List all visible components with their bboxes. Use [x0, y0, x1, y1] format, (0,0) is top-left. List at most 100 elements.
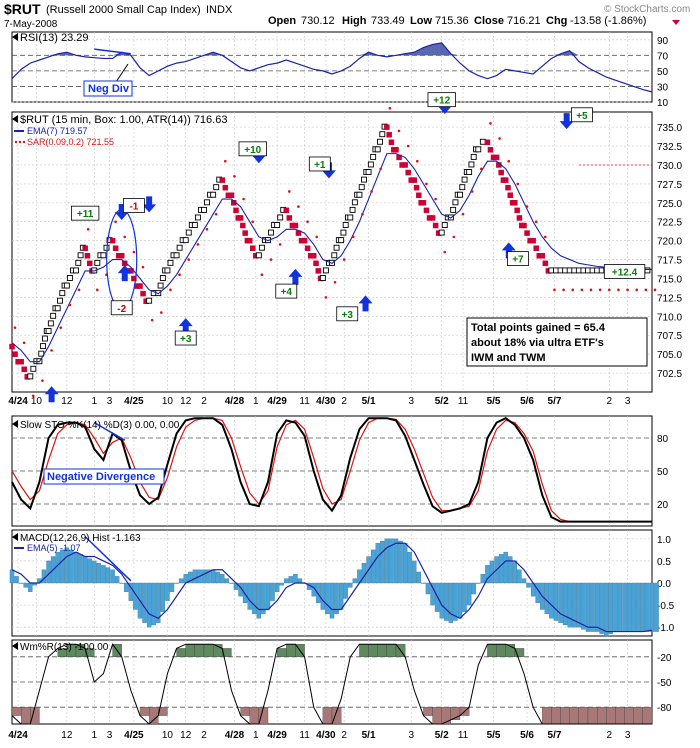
sar-dot	[543, 235, 547, 239]
wm-oversold-fill	[560, 707, 570, 725]
pf-x-box	[30, 365, 37, 372]
sar-dot	[287, 190, 291, 193]
macd-ytick-label: 0.5	[657, 557, 671, 568]
up-arrow-icon	[44, 386, 59, 403]
wm-oversold-fill	[331, 707, 342, 725]
macd-hist-bar	[247, 582, 252, 610]
macd-hist-bar	[599, 582, 604, 634]
pf-o-box	[423, 207, 430, 214]
price-ytick-label: 702.5	[657, 369, 682, 380]
x-tick-label: 3	[107, 730, 113, 741]
pf-o-box	[84, 253, 91, 259]
williams-ytick-label: -80	[657, 703, 672, 714]
arrow-left-icon	[12, 642, 18, 650]
pf-x-box	[268, 229, 274, 236]
pf-x-box	[94, 259, 101, 266]
macd-hist-bar	[471, 582, 476, 595]
pf-o-box	[432, 222, 439, 229]
x-tick-label: 5/6	[520, 730, 534, 741]
pf-x-box	[374, 146, 381, 153]
macd-hist-bar	[375, 543, 380, 584]
pf-o-box	[416, 192, 422, 198]
sar-dot	[50, 349, 53, 352]
sar-dot	[617, 288, 620, 292]
wm-overbought-fill	[276, 648, 287, 657]
macd-hist-bar	[9, 569, 15, 584]
macd-hist-bar	[105, 567, 111, 584]
sar-dot	[653, 288, 657, 292]
neg-div-pointer	[115, 63, 129, 83]
macd-hist-bar	[590, 582, 595, 632]
sar-dot	[13, 326, 17, 329]
wm-oversold-fill	[542, 707, 552, 725]
pf-x-box	[210, 191, 217, 198]
macd-hist-bar	[188, 571, 193, 584]
sar-legend-text: SAR(0.09,0.2) 721.55	[27, 137, 114, 147]
pf-o-box	[222, 184, 229, 191]
macd-hist-bar	[485, 565, 490, 584]
macd-hist-bar	[224, 578, 230, 584]
x-tick-label: 4/24	[8, 730, 28, 741]
x-tick-label: 11	[458, 730, 469, 741]
macd-hist-bar	[142, 582, 147, 623]
pf-x-box	[333, 244, 340, 251]
pf-o-box	[131, 275, 137, 282]
pf-o-box	[283, 207, 290, 214]
pf-x-box	[47, 320, 54, 327]
sar-dot	[470, 190, 474, 193]
rsi-line	[11, 42, 653, 93]
arrow-left-icon	[12, 115, 18, 123]
macd-ytick-label: -1.0	[657, 623, 675, 634]
wm-overbought-fill	[222, 648, 232, 657]
sar-dot	[31, 394, 35, 398]
ema-legend-text: EMA(7) 719.57	[27, 126, 88, 136]
sar-dot	[425, 182, 428, 186]
pf-o-box	[219, 177, 226, 183]
wm-overbought-fill	[496, 644, 506, 657]
pf-o-box	[420, 200, 427, 206]
price-ytick-label: 730.0	[657, 161, 682, 172]
x-tick-label: 3	[408, 396, 414, 407]
macd-hist-bar	[549, 582, 554, 619]
pf-o-box	[137, 283, 143, 289]
open-value: 730.12	[301, 15, 335, 27]
macd-hist-bar	[293, 574, 298, 584]
pf-x-box	[50, 312, 57, 319]
pf-o-box	[429, 215, 436, 221]
wm-oversold-fill	[30, 707, 40, 725]
pf-x-box	[204, 199, 210, 206]
macd-ema-legend-text: EMA(5) -1.07	[27, 543, 81, 553]
x-tick-label: 4/29	[267, 730, 287, 741]
sar-dot	[269, 258, 273, 261]
x-tick-label: 1	[253, 730, 259, 741]
wm-oversold-fill	[139, 707, 150, 716]
macd-hist-bar	[60, 549, 65, 584]
pf-x-box	[342, 222, 349, 228]
sto-d-line	[11, 417, 652, 523]
wm-overbought-fill	[514, 648, 525, 657]
macd-hist-bar	[412, 560, 417, 584]
pf-x-box	[361, 176, 367, 183]
pf-o-box	[301, 237, 308, 244]
macd-hist-bar	[156, 582, 161, 623]
pf-x-box	[452, 199, 459, 206]
pf-x-box	[322, 267, 329, 274]
pf-x-box	[370, 153, 377, 160]
x-tick-label: 3	[107, 396, 113, 407]
pf-x-box	[213, 184, 220, 191]
symbol: $RUT	[4, 1, 41, 17]
macd-hist-bar	[178, 578, 184, 584]
pf-x-box	[338, 237, 345, 244]
pf-x-box	[461, 176, 468, 183]
pf-x-box	[365, 169, 372, 175]
macd-hist-bar	[654, 582, 659, 632]
pf-x-box	[77, 252, 84, 259]
pf-o-box	[402, 162, 408, 168]
pf-o-box	[228, 192, 235, 198]
up-arrow-icon	[501, 242, 516, 259]
macd-ytick-label: 1.0	[657, 535, 671, 546]
pf-x-box	[379, 131, 386, 138]
x-tick-label: 4/28	[225, 730, 245, 741]
pf-o-box	[393, 147, 399, 153]
price-ytick-label: 722.5	[657, 218, 682, 229]
